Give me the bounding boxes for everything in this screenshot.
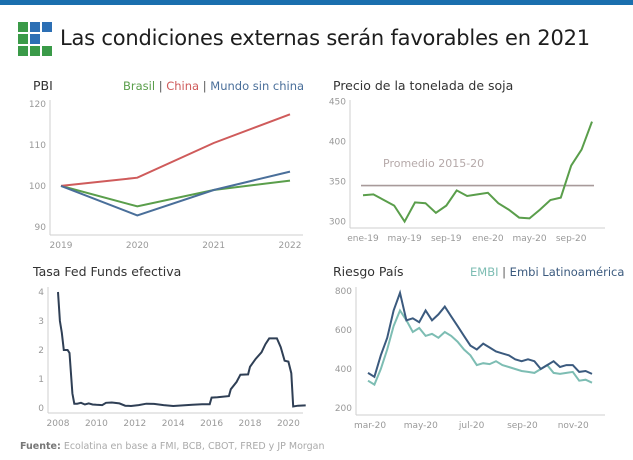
source-label: Fuente: — [20, 441, 61, 452]
grid-logo-icon — [18, 22, 54, 58]
riesgo-x-tick-label: jul-20 — [458, 421, 485, 431]
fed-x-tick-label: 2008 — [47, 419, 70, 429]
soja-y-tick-label: 450 — [329, 98, 346, 108]
fed-chart: 0 1 2 3 4 2008 2010 2012 2014 2016 2018 2020 — [38, 287, 306, 429]
riesgo-y-tick-label: 400 — [335, 365, 352, 375]
fed-x-tick-label: 2014 — [162, 419, 185, 429]
riesgo-x-tick-label: nov-20 — [558, 421, 589, 431]
top-accent-bar — [0, 0, 633, 5]
soja-y-tick-label: 400 — [329, 138, 346, 148]
riesgo-x-tick-label: sep-20 — [507, 421, 538, 431]
pbi-legend: Brasil | China | Mundo sin china — [123, 79, 305, 93]
soja-chart-title: Precio de la tonelada de soja — [333, 78, 514, 93]
riesgo-x-tick-label: may-20 — [404, 421, 438, 431]
pbi-chart-title: PBI — [33, 78, 53, 93]
fed-chart-title: Tasa Fed Funds efectiva — [33, 264, 182, 279]
pbi-series-brasil — [60, 179, 291, 208]
legend-embi-latam: Embi Latinoamérica — [509, 265, 625, 279]
fed-y-tick-label: 4 — [38, 288, 44, 298]
soja-series-line — [362, 121, 593, 224]
riesgo-x-tick-label: mar-20 — [354, 421, 386, 431]
riesgo-legend: EMBI | Embi Latinoamérica — [470, 265, 625, 279]
riesgo-y-tick-label: 800 — [335, 287, 352, 297]
pbi-y-tick-label: 90 — [35, 223, 47, 233]
pbi-y-tick-label: 110 — [29, 141, 46, 151]
soja-x-tick-label: sep-19 — [431, 234, 462, 244]
soja-y-tick-label: 350 — [329, 178, 346, 188]
soja-x-tick-label: ene-20 — [472, 234, 504, 244]
riesgo-chart: 200 400 600 800 mar-20 may-20 jul-20 sep-20 nov-… — [335, 287, 605, 431]
pbi-series-mundo-sin-china — [60, 170, 291, 217]
pbi-x-tick-label: 2020 — [126, 241, 149, 251]
riesgo-chart-title: Riesgo País — [333, 264, 404, 279]
pbi-y-tick-label: 100 — [29, 182, 46, 192]
soja-x-tick-label: may-20 — [512, 234, 546, 244]
fed-x-tick-label: 2010 — [85, 419, 108, 429]
fed-y-tick-label: 0 — [38, 404, 44, 414]
pbi-x-tick-label: 2022 — [279, 241, 302, 251]
legend-china: China — [166, 79, 200, 93]
fed-x-tick-label: 2012 — [123, 419, 146, 429]
fed-y-tick-label: 3 — [38, 317, 44, 327]
soja-x-tick-label: ene-19 — [347, 234, 379, 244]
soja-x-tick-label: may-19 — [388, 234, 422, 244]
riesgo-series-embi-latinoamérica — [367, 289, 593, 379]
pbi-x-tick-label: 2021 — [202, 241, 225, 251]
source-note: Fuente: Ecolatina en base a FMI, BCB, CB… — [20, 441, 325, 452]
riesgo-y-tick-label: 600 — [335, 326, 352, 336]
soja-reference-label: Promedio 2015-20 — [383, 157, 484, 170]
fed-x-tick-label: 2018 — [239, 419, 262, 429]
legend-embi: EMBI — [470, 265, 499, 279]
fed-series-line — [57, 291, 306, 408]
page-title: Las condiciones externas serán favorable… — [60, 26, 590, 50]
source-text: Ecolatina en base a FMI, BCB, CBOT, FRED… — [63, 441, 325, 452]
fed-y-tick-label: 2 — [38, 346, 44, 356]
soja-chart: 300 350 400 450 ene-19 may-19 sep-19 ene-20 may-… — [329, 98, 605, 244]
soja-x-tick-label: sep-20 — [556, 234, 587, 244]
fed-x-tick-label: 2020 — [277, 419, 300, 429]
legend-brasil: Brasil — [123, 79, 156, 93]
legend-mundo: Mundo sin china — [210, 79, 305, 93]
fed-y-tick-label: 1 — [38, 375, 44, 385]
soja-y-tick-label: 300 — [329, 218, 346, 228]
riesgo-y-tick-label: 200 — [335, 404, 352, 414]
pbi-x-tick-label: 2019 — [50, 241, 73, 251]
pbi-y-tick-label: 120 — [29, 100, 46, 110]
fed-x-tick-label: 2016 — [200, 419, 223, 429]
pbi-series-china — [60, 113, 291, 187]
pbi-chart: 90 100 110 120 2019 2020 2021 2022 — [29, 100, 303, 251]
